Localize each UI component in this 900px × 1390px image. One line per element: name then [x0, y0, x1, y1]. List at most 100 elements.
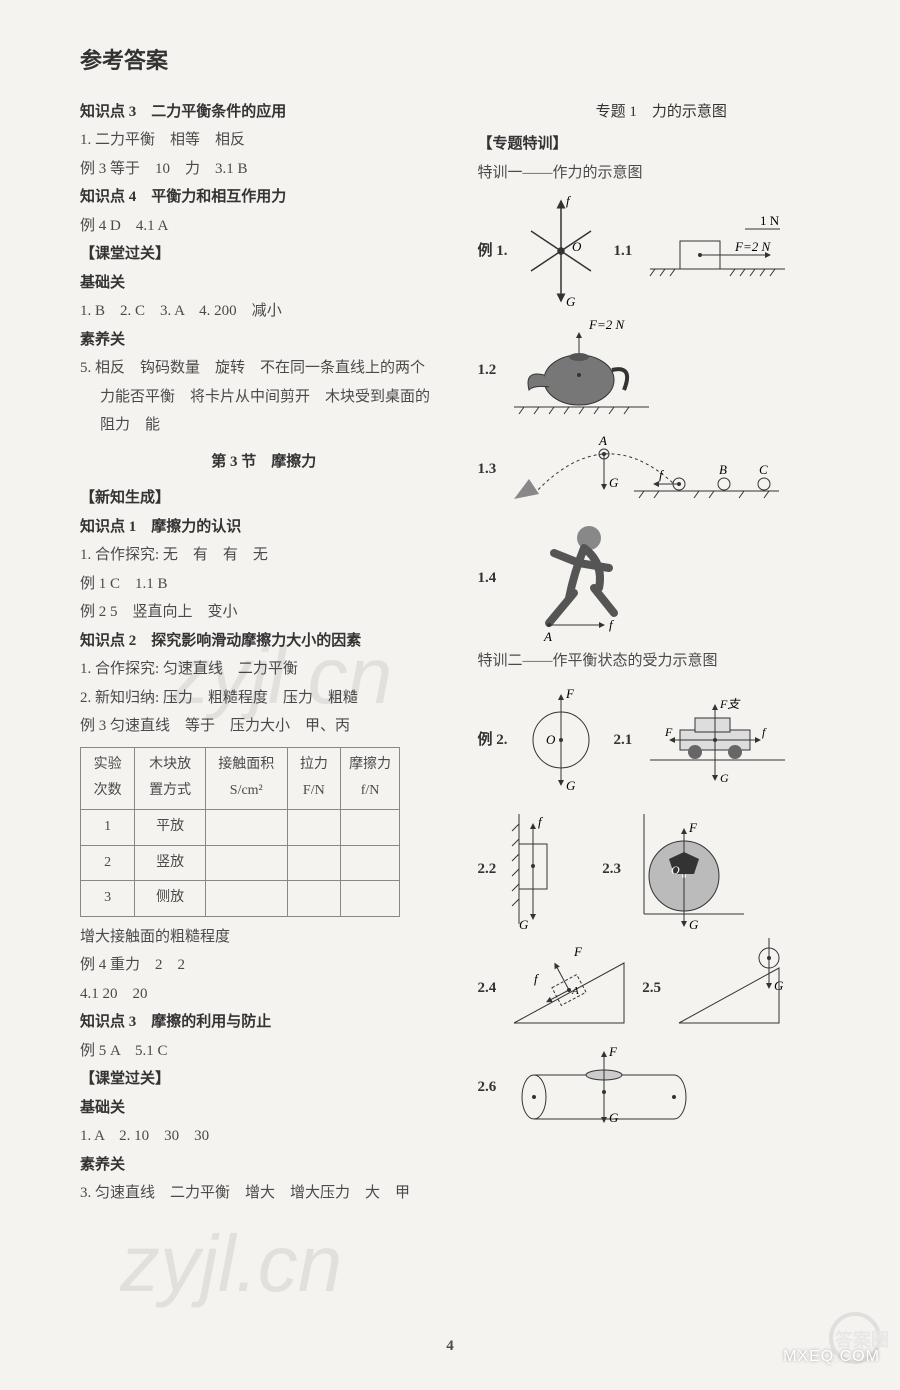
- sy-l3: 阻力 能: [80, 411, 448, 440]
- class-header-2: 【课堂过关】: [80, 1065, 448, 1094]
- mxeq-watermark: MXEQ.COM: [783, 1342, 880, 1372]
- table-row: 3 侧放: [81, 881, 400, 917]
- th-0: 实验 次数: [81, 747, 135, 809]
- force-f2n: F=2 N: [734, 239, 771, 254]
- c-label: C: [759, 462, 768, 477]
- td: 3: [81, 881, 135, 917]
- circle-forces-diagram: F O G: [516, 680, 606, 800]
- kp2-title: 知识点 2 探究影响滑动摩擦力大小的因素: [80, 627, 448, 656]
- ex5: 例 5 A 5.1 C: [80, 1037, 448, 1066]
- base2-l1: 1. A 2. 10 30 30: [80, 1122, 448, 1151]
- watermark-2: zyjl.cn: [120, 1188, 342, 1340]
- td: 平放: [135, 809, 206, 845]
- f-label: f: [566, 193, 572, 208]
- l24-label: 2.4: [478, 974, 497, 1003]
- a-label-14: A: [543, 629, 552, 643]
- o-label-ex2: O: [546, 732, 556, 747]
- td: 侧放: [135, 881, 206, 917]
- base-l1: 1. B 2. C 3. A 4. 200 减小: [80, 297, 448, 326]
- l13-label: 1.3: [478, 455, 497, 484]
- b-label: B: [719, 462, 727, 477]
- kp2-l2: 2. 新知归纳: 压力 粗糙程度 压力 粗糙: [80, 684, 448, 713]
- new-header: 【新知生成】: [80, 484, 448, 513]
- a-label: A: [598, 433, 607, 448]
- section3-title: 第 3 节 摩擦力: [80, 448, 448, 477]
- f2n-2: F=2 N: [588, 317, 625, 332]
- kp1-title: 知识点 1 摩擦力的认识: [80, 513, 448, 542]
- f-label-14: f: [609, 617, 615, 632]
- train-header: 【专题特训】: [478, 130, 846, 159]
- fig-row-22-23: 2.2 f G 2.3: [478, 804, 846, 934]
- incline-block-diagram: F f A: [504, 938, 634, 1038]
- l14-label: 1.4: [478, 564, 497, 593]
- table-row: 2 竖放: [81, 845, 400, 881]
- g-label: G: [566, 294, 576, 309]
- sy-l1: 5. 相反 钩码数量 旋转 不在同一条直线上的两个: [80, 354, 448, 383]
- teapot-diagram: F=2 N: [504, 315, 654, 425]
- g-car: G: [720, 771, 729, 785]
- snowflake-diagram: f O G: [516, 191, 606, 311]
- force-1n: 1 N: [760, 213, 780, 228]
- table-row: 1 平放: [81, 809, 400, 845]
- topic-title: 专题 1 力的示意图: [478, 98, 846, 127]
- left-column: 知识点 3 二力平衡条件的应用 1. 二力平衡 相等 相反 例 3 等于 10 …: [80, 98, 448, 1208]
- fig-row-13: 1.3 A G f B C: [478, 429, 846, 509]
- kp1-l1: 1. 合作探究: 无 有 有 无: [80, 541, 448, 570]
- l12-label: 1.2: [478, 356, 497, 385]
- kp4-title: 知识点 4 平衡力和相互作用力: [80, 183, 448, 212]
- g-label-13: G: [609, 475, 619, 490]
- kp1-ex1: 例 1 C 1.1 B: [80, 570, 448, 599]
- f-24-left: f: [534, 971, 540, 986]
- g-26: G: [609, 1110, 619, 1125]
- fig-row-ex2: 例 2. F O G 2.1: [478, 680, 846, 800]
- ex1-label: 例 1.: [478, 237, 508, 266]
- td: 竖放: [135, 845, 206, 881]
- th-2: 接触面积 S/cm²: [206, 747, 288, 809]
- l41: 4.1 20 20: [80, 980, 448, 1009]
- base-header-2: 基础关: [80, 1094, 448, 1123]
- f-label-13: f: [659, 467, 665, 482]
- car-diagram: F支 F f G: [640, 690, 790, 790]
- f-label-ex2: F: [565, 686, 575, 701]
- l21-label: 2.1: [614, 726, 633, 755]
- kp3b-title: 知识点 3 摩擦的利用与防止: [80, 1008, 448, 1037]
- l22-label: 2.2: [478, 855, 497, 884]
- td: [287, 845, 341, 881]
- after-table: 增大接触面的粗糙程度: [80, 923, 448, 952]
- g-22: G: [519, 917, 529, 932]
- f-26: F: [608, 1044, 618, 1059]
- sy2-l1: 3. 匀速直线 二力平衡 增大 增大压力 大 甲: [80, 1179, 448, 1208]
- f-22: f: [538, 814, 544, 829]
- fig-row-26: 2.6 F G: [478, 1042, 846, 1132]
- td: [341, 845, 400, 881]
- f-left: F: [664, 725, 673, 739]
- td: [206, 881, 288, 917]
- td: [341, 809, 400, 845]
- th-3: 拉力 F/N: [287, 747, 341, 809]
- kp3-title: 知识点 3 二力平衡条件的应用: [80, 98, 448, 127]
- sy-header: 素养关: [80, 326, 448, 355]
- page-title: 参考答案: [80, 40, 845, 82]
- incline-pulley-diagram: F G: [669, 938, 789, 1038]
- f-right: f: [762, 725, 767, 739]
- kp2-l1: 1. 合作探究: 匀速直线 二力平衡: [80, 655, 448, 684]
- fig-row-12: 1.2 F=2 N: [478, 315, 846, 425]
- cylinder-diagram: F G: [504, 1042, 704, 1132]
- kp3-l1: 1. 二力平衡 相等 相反: [80, 126, 448, 155]
- td: [206, 845, 288, 881]
- o-label: O: [572, 239, 582, 254]
- block-on-surface-diagram: 1 N F=2 N: [640, 211, 790, 291]
- kp4-ex4: 例 4 D 4.1 A: [80, 212, 448, 241]
- td: [341, 881, 400, 917]
- two-column-layout: 知识点 3 二力平衡条件的应用 1. 二力平衡 相等 相反 例 3 等于 10 …: [80, 98, 845, 1208]
- f-23: F: [688, 820, 698, 835]
- ex2-label: 例 2.: [478, 726, 508, 755]
- trajectory-diagram: A G f B C: [504, 429, 784, 509]
- fig-row-24-25: 2.4 F f A 2.5: [478, 938, 846, 1038]
- kp2-ex3: 例 3 匀速直线 等于 压力大小 甲、丙: [80, 712, 448, 741]
- page-number: 4: [446, 1332, 454, 1361]
- tx2-title: 特训二——作平衡状态的受力示意图: [478, 647, 846, 676]
- g-25: G: [774, 978, 784, 993]
- ex4: 例 4 重力 2 2: [80, 951, 448, 980]
- class-header: 【课堂过关】: [80, 240, 448, 269]
